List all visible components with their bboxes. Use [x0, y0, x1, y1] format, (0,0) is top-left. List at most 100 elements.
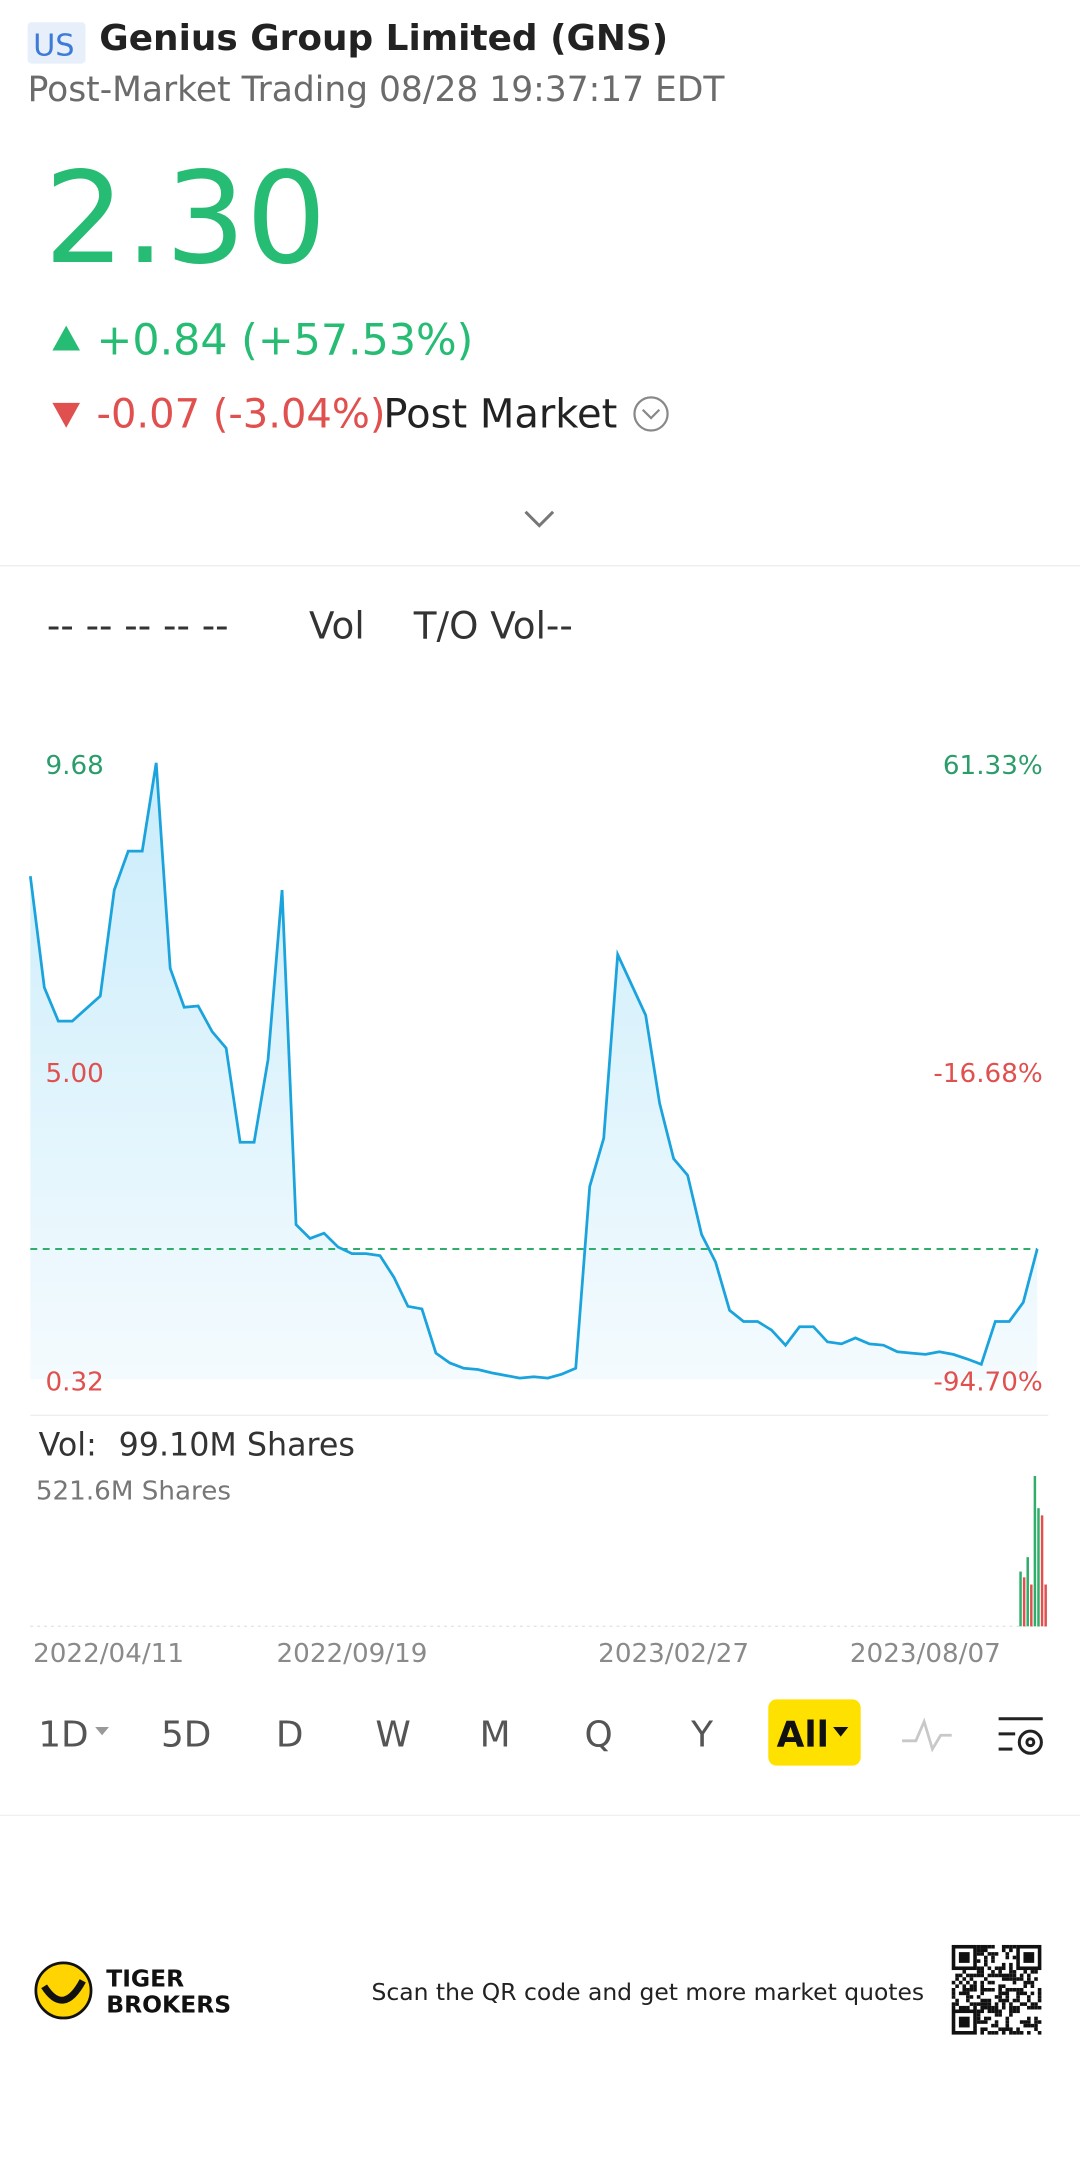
period-button[interactable]: All [777, 1714, 829, 1755]
qr-module [1027, 1995, 1031, 1999]
settings-icon[interactable] [998, 1717, 1043, 1755]
qr-module [1027, 2020, 1031, 2024]
y-tick-label: 5.00 [46, 1059, 104, 1089]
down-arrow [52, 402, 80, 428]
indicator-icon[interactable] [902, 1717, 952, 1753]
indicator-vol: Vol [309, 604, 365, 648]
period-button[interactable]: 5D [161, 1714, 211, 1755]
qr-module [1034, 2002, 1038, 2006]
qr-module [966, 1973, 970, 1978]
qr-module [976, 1959, 981, 1963]
qr-module [1023, 1980, 1028, 1985]
qr-module [958, 1973, 963, 1978]
qr-module [962, 2005, 967, 2010]
volume-bar [1033, 1475, 1037, 1627]
qr-module [973, 2002, 977, 2006]
volume-bar [1030, 1584, 1033, 1627]
qr-module [966, 1991, 970, 1996]
qr-module [1019, 1991, 1024, 1996]
vol-current: 99.10M Shares [119, 1427, 355, 1463]
qr-module [980, 1944, 984, 1949]
qr-module [994, 1973, 999, 1978]
qr-module [969, 1995, 974, 1999]
qr-module [1001, 2031, 1006, 2035]
qr-module [1001, 1962, 1006, 1967]
qr-module [976, 1973, 981, 1978]
qr-module [1009, 1987, 1013, 1992]
price-line [28, 762, 1039, 1380]
qr-module [991, 2005, 995, 2010]
qr-module [1005, 1944, 1010, 1949]
qr-module [994, 1966, 999, 1971]
price: 2.30 [44, 144, 326, 292]
qr-module [980, 1991, 984, 1996]
qr-module [962, 1991, 967, 1996]
qr-module [973, 1987, 977, 1992]
qr-module [987, 1966, 992, 1971]
qr-module [991, 2023, 995, 2028]
qr-module [1030, 1991, 1035, 1996]
qr-module [1016, 1998, 1020, 2003]
qr-module [984, 2016, 988, 2021]
qr-module [991, 2009, 995, 2014]
qr-module [991, 1973, 995, 1978]
qr-module [980, 2020, 984, 2024]
qr-module [976, 2013, 981, 2017]
market: US [33, 28, 74, 63]
qr-module [987, 2016, 992, 2021]
qr-module [1001, 1984, 1006, 1988]
y-tick-label: 9.68 [46, 751, 104, 781]
x-tick-label: 2023/02/27 [598, 1639, 749, 1669]
qr-module [1012, 1987, 1017, 1992]
qr-module [1009, 2005, 1013, 2010]
qr-module [1027, 2031, 1031, 2035]
qr-module [998, 1984, 1002, 1988]
indicator-to-vol: T/O Vol-- [413, 604, 573, 648]
qr-module [1009, 1973, 1013, 1978]
qr-module [984, 1977, 988, 1981]
expand[interactable] [524, 510, 555, 528]
vol-title: Vol: [39, 1427, 97, 1463]
qr-module [976, 2016, 981, 2021]
period-button[interactable]: Y [690, 1714, 713, 1755]
brand: TIGER [106, 1964, 184, 1992]
period-button[interactable]: M [480, 1714, 511, 1755]
qr-module [998, 2013, 1002, 2017]
qr-module [998, 1995, 1002, 1999]
qr-module [1009, 2002, 1013, 2006]
qr-module [958, 1980, 963, 1985]
period-button[interactable]: W [375, 1714, 410, 1755]
qr-module [1012, 1944, 1017, 1949]
qr-module [998, 1998, 1002, 2003]
volume-bar [1040, 1515, 1044, 1627]
qr-module [1027, 1977, 1031, 1981]
period-button[interactable]: 1D [38, 1714, 88, 1755]
qr-module [1030, 2005, 1035, 2010]
post-label: Post Market [383, 392, 617, 438]
volume-bar [1019, 1571, 1022, 1627]
qr-module [987, 2005, 992, 2010]
qr-module [980, 1966, 984, 1971]
qr-module [1019, 1987, 1024, 1992]
qr-module [1001, 1973, 1006, 1978]
qr-module [1030, 1980, 1035, 1985]
qr-module [991, 1987, 995, 1992]
qr-finder [1016, 1944, 1042, 1971]
qr-module [994, 2020, 999, 2024]
title: Genius Group Limited (GNS) [99, 18, 668, 59]
period-button[interactable]: Q [585, 1714, 613, 1755]
qr-module [1012, 1973, 1017, 1978]
qr-module [966, 1995, 970, 1999]
qr-module [951, 1991, 956, 1996]
session-toggle[interactable] [633, 396, 669, 432]
subtitle: Post-Market Trading 08/28 19:37:17 EDT [28, 70, 726, 110]
qr-module [962, 1987, 967, 1992]
qr-finder [958, 1952, 970, 1963]
period-button[interactable]: D [276, 1714, 304, 1755]
qr-module [1001, 1966, 1006, 1971]
qr-module [1023, 2002, 1028, 2006]
qr-module [951, 2005, 956, 2010]
qr-module [1037, 1991, 1042, 1996]
qr-module [987, 1973, 992, 1978]
qr-module [1016, 2005, 1020, 2010]
